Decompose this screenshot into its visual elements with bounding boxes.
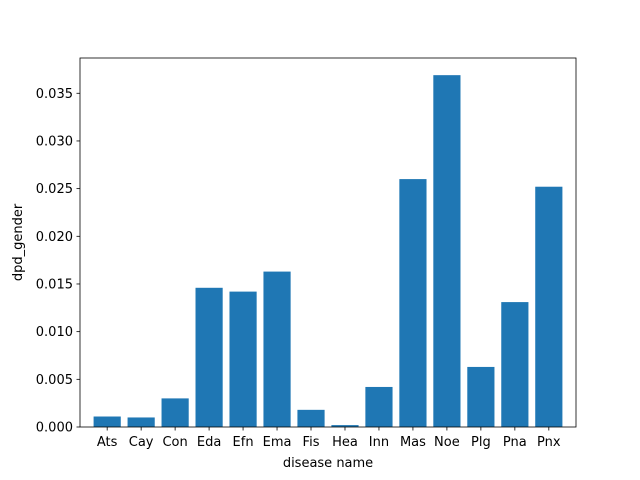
x-tick-label: Hea — [332, 435, 358, 450]
bar-pnx — [535, 186, 563, 427]
bar-efn — [229, 291, 257, 427]
x-tick-label: Con — [162, 435, 187, 450]
y-tick-label: 0.000 — [36, 421, 73, 436]
bar-ats — [93, 416, 121, 427]
bar-cay — [127, 417, 155, 427]
bar-eda — [195, 287, 223, 427]
x-axis-label: disease name — [283, 456, 373, 471]
plot-area-frame — [79, 57, 577, 428]
x-tick-label: Plg — [471, 435, 491, 450]
x-tick-label: Ema — [263, 435, 292, 450]
bar-plg — [467, 366, 495, 427]
y-tick-label: 0.030 — [36, 134, 73, 149]
bar-noe — [433, 75, 461, 428]
x-tick-label: Noe — [434, 435, 460, 450]
y-tick-label: 0.010 — [36, 325, 73, 340]
bar-fis — [297, 409, 325, 427]
x-tick-label: Ats — [97, 435, 118, 450]
y-tick-label: 0.020 — [36, 230, 73, 245]
bar-ema — [263, 271, 291, 427]
bar-mas — [399, 179, 427, 427]
x-tick-label: Efn — [233, 435, 254, 450]
x-tick-label: Mas — [400, 435, 426, 450]
y-tick-label: 0.005 — [36, 373, 73, 388]
y-axis-ticks: 0.000 0.005 0.010 0.015 0.020 0.025 0.030 0.035 — [36, 87, 80, 436]
x-tick-label: Fis — [303, 435, 320, 450]
y-axis-label: dpd_gender — [11, 203, 26, 281]
bar-hea — [331, 425, 359, 427]
y-tick-label: 0.025 — [36, 182, 73, 197]
x-tick-label: Inn — [369, 435, 389, 450]
bar-pna — [501, 302, 529, 427]
y-tick-label: 0.015 — [36, 277, 73, 292]
y-tick-label: 0.035 — [36, 87, 73, 102]
bar-con — [161, 398, 189, 427]
bar-inn — [365, 386, 393, 427]
x-axis-ticks: Ats Cay Con Eda Efn Ema Fis Hea Inn Mas Noe Plg Pna P… — [97, 427, 561, 450]
x-tick-label: Pna — [503, 435, 527, 450]
x-tick-label: Pnx — [537, 435, 561, 450]
bars-group — [93, 75, 563, 428]
x-tick-label: Eda — [197, 435, 221, 450]
x-tick-label: Cay — [129, 435, 154, 450]
